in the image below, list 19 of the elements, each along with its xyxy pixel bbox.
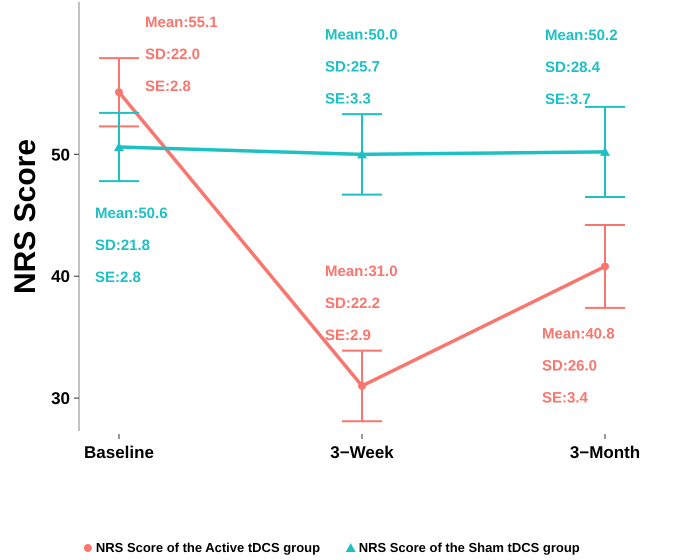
y-axis-title: NRS Score: [9, 138, 42, 294]
point: [115, 88, 123, 96]
legend-label: NRS Score of the Sham tDCS group: [358, 540, 580, 555]
legend-label: NRS Score of the Active tDCS group: [96, 540, 320, 555]
annotation: Mean:50.0 SD:25.7 SE:3.3: [325, 26, 398, 108]
point: [114, 142, 124, 152]
y-tick-label: 40: [51, 267, 70, 286]
y-tick-label: 50: [51, 145, 70, 164]
annotation: Mean:50.2 SD:28.4 SE:3.7: [545, 26, 618, 108]
x-tick-label: 3−Month: [570, 443, 640, 462]
y-tick-label: 30: [51, 389, 70, 408]
annotation: Mean:40.8 SD:26.0 SE:3.4: [542, 325, 615, 406]
x-tick-label: 3−Week: [330, 443, 394, 462]
point: [358, 382, 366, 390]
point: [601, 262, 609, 270]
annotation: Mean:50.6 SD:21.8 SE:2.8: [95, 205, 168, 286]
annotation: Mean:55.1 SD:22.0 SE:2.8: [145, 14, 218, 96]
annotation: Mean:31.0 SD:22.2 SE:2.9: [325, 262, 398, 344]
x-tick-label: Baseline: [84, 443, 154, 462]
